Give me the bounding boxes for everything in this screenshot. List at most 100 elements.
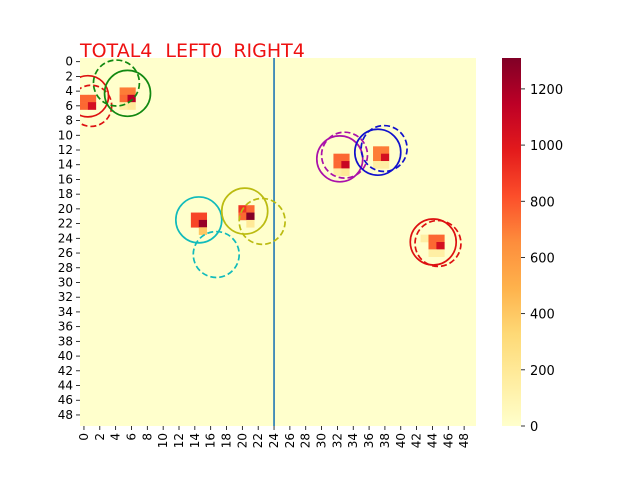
heatmap-cell xyxy=(198,227,208,235)
y-tick-label: 48 xyxy=(58,408,73,422)
heatmap-cell xyxy=(428,234,437,243)
y-tick-label: 12 xyxy=(58,143,73,157)
y-tick-label: 4 xyxy=(65,84,73,98)
x-tick-label: 34 xyxy=(346,433,360,448)
heatmap-cell xyxy=(373,161,382,169)
detected-circle xyxy=(103,69,152,118)
heatmap-cell xyxy=(80,102,89,110)
y-tick-label: 36 xyxy=(58,320,73,334)
y-tick-label: 42 xyxy=(58,364,73,378)
detected-circle xyxy=(409,218,458,266)
heatmap-cell xyxy=(436,249,445,258)
y-tick-label: 26 xyxy=(58,246,73,260)
colorbar-tick-label: 400 xyxy=(530,308,555,323)
x-tick-label: 36 xyxy=(362,433,376,448)
y-tick-label: 18 xyxy=(58,187,73,201)
detected-circle xyxy=(315,135,364,183)
y-tick-label: 38 xyxy=(58,334,73,348)
heatmap-cell xyxy=(127,94,136,103)
y-tick-label: 28 xyxy=(58,261,73,275)
predicted-circle xyxy=(320,131,369,179)
predicted-circle xyxy=(192,230,241,279)
x-tick-label: 30 xyxy=(315,433,329,448)
colorbar xyxy=(502,58,521,426)
heatmap-cell xyxy=(198,212,208,221)
heatmap-cell xyxy=(380,161,390,169)
heatmap-cell xyxy=(127,87,136,96)
heatmap-cell xyxy=(246,219,255,228)
chart-title: TOTAL4 LEFT0 RIGHT4 xyxy=(79,40,305,62)
y-tick-label: 2 xyxy=(65,69,73,83)
heatmap-cell xyxy=(190,212,200,221)
heatmap-cell xyxy=(428,242,437,250)
colorbar-tick-label: 0 xyxy=(530,420,538,435)
y-tick-label: 16 xyxy=(58,172,73,186)
x-tick-label: 40 xyxy=(394,433,408,448)
colorbar-axis: 0 200 400 600 800 1000 1200 xyxy=(521,83,563,435)
heatmap-cell xyxy=(119,87,128,96)
heatmap-cell xyxy=(333,161,342,169)
y-tick-label: 0 xyxy=(65,55,73,69)
y-tick-label: 14 xyxy=(58,158,73,172)
predicted-circle xyxy=(238,197,286,246)
heatmap-cell xyxy=(119,102,128,110)
colorbar-tick-label: 1000 xyxy=(530,139,563,154)
x-axis: 0 2 4 6 8 10 12 14 16 18 20 22 24 26 28 30 32 34 36 38 40 42 4… xyxy=(77,426,471,448)
x-tick-label: 18 xyxy=(220,433,234,448)
heatmap-cell xyxy=(380,153,390,162)
x-tick-label: 12 xyxy=(172,433,186,448)
heatmap-cell xyxy=(373,146,382,154)
x-tick-label: 44 xyxy=(425,433,439,448)
x-tick-label: 46 xyxy=(441,433,455,448)
y-tick-label: 20 xyxy=(58,202,73,216)
detected-circle xyxy=(220,187,269,235)
y-tick-label: 34 xyxy=(58,305,73,319)
x-tick-label: 38 xyxy=(378,433,392,448)
heatmap-cell xyxy=(428,249,437,258)
x-tick-label: 22 xyxy=(251,433,265,448)
y-tick-label: 24 xyxy=(58,231,73,245)
heatmap-cell xyxy=(373,153,382,162)
detection-circles xyxy=(80,59,462,279)
detected-circle xyxy=(174,196,223,244)
heatmap-cell xyxy=(238,212,247,221)
x-tick-label: 2 xyxy=(93,433,107,441)
x-tick-label: 32 xyxy=(330,433,344,448)
heatmap-cell xyxy=(119,94,128,103)
heatmap-cell xyxy=(333,168,342,177)
y-tick-label: 40 xyxy=(58,349,73,363)
x-tick-label: 28 xyxy=(299,433,313,448)
heatmap-cell xyxy=(246,205,255,213)
heatmap-cell xyxy=(127,102,136,110)
y-tick-label: 8 xyxy=(65,114,73,128)
heatmap-cell xyxy=(436,242,445,250)
x-tick-label: 20 xyxy=(235,433,249,448)
colorbar-tick-label: 800 xyxy=(530,195,555,210)
heatmap-cell xyxy=(341,153,350,162)
heatmap-cell xyxy=(246,212,255,221)
heatmap-cell xyxy=(436,234,445,243)
colorbar-tick-label: 1200 xyxy=(530,83,563,98)
detected-circle xyxy=(353,128,402,177)
heatmap-cell xyxy=(190,219,200,228)
title-left: LEFT0 xyxy=(165,40,222,62)
y-tick-label: 30 xyxy=(58,275,73,289)
x-tick-label: 16 xyxy=(204,433,218,448)
y-tick-label: 10 xyxy=(58,128,73,142)
x-tick-label: 42 xyxy=(410,433,424,448)
title-total: TOTAL4 xyxy=(79,40,152,62)
y-tick-label: 32 xyxy=(58,290,73,304)
x-tick-label: 24 xyxy=(267,433,281,448)
x-tick-label: 10 xyxy=(156,433,170,448)
heatmap-cell xyxy=(80,94,89,103)
heatmap-cell xyxy=(341,168,350,177)
predicted-circle xyxy=(92,59,141,107)
heatmap-cell xyxy=(87,94,97,103)
heatmap-cell xyxy=(333,153,342,162)
y-tick-label: 22 xyxy=(58,217,73,231)
y-tick-label: 6 xyxy=(65,99,73,113)
colorbar-tick-label: 600 xyxy=(530,251,555,266)
x-tick-label: 8 xyxy=(140,433,154,441)
y-tick-label: 44 xyxy=(58,379,73,393)
